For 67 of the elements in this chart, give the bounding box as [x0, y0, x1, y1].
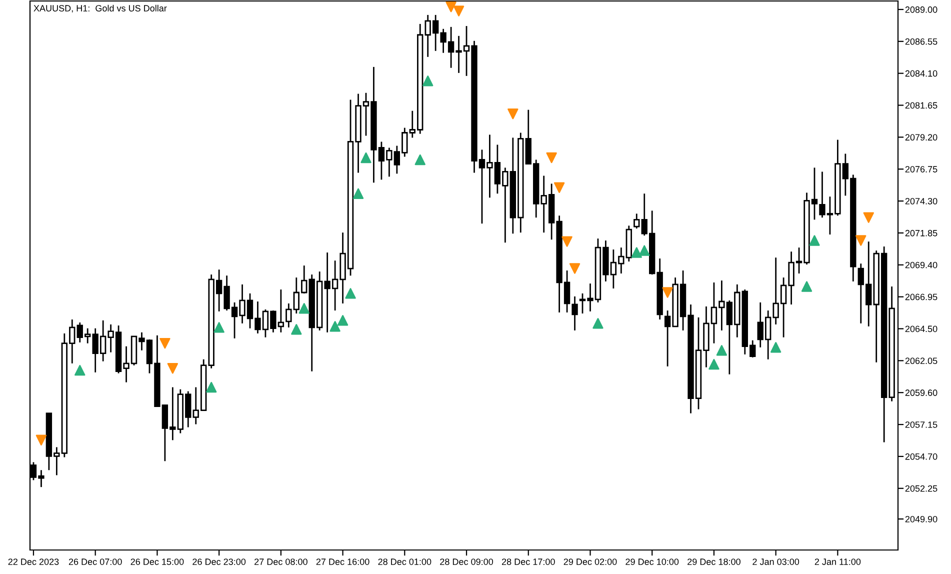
y-tick-label: 2086.55 — [905, 38, 938, 45]
chart-title: XAUUSD, H1: Gold vs US Dollar — [34, 4, 167, 13]
x-tick-label: 2 Jan 11:00 — [814, 558, 861, 565]
point — [160, 338, 170, 349]
y-tick-label: 2049.90 — [905, 516, 938, 522]
point — [291, 324, 302, 335]
point — [631, 247, 642, 258]
x-tick-label: 26 Dec 23:00 — [192, 558, 246, 565]
point — [206, 382, 217, 393]
point — [562, 236, 572, 247]
point — [352, 188, 364, 199]
x-tick-label: 28 Dec 17:00 — [502, 558, 555, 565]
point — [330, 321, 340, 332]
point — [337, 315, 348, 326]
candlestick — [572, 296, 578, 332]
x-tick-label: 28 Dec 01:00 — [378, 558, 432, 565]
x-tick-label: 26 Dec 15:00 — [130, 558, 184, 565]
y-tick-label: 2081.65 — [905, 102, 938, 109]
x-tick-label: 27 Dec 16:00 — [316, 558, 370, 565]
y-tick-label: 2074.30 — [905, 198, 938, 204]
y-tick-label: 2054.70 — [905, 453, 938, 460]
x-tick-label: 26 Dec 07:00 — [68, 558, 122, 565]
x-tick-label: 29 Dec 18:00 — [688, 558, 740, 565]
point — [770, 342, 782, 353]
x-tick-label: 28 Dec 09:00 — [440, 558, 494, 565]
point — [422, 76, 434, 86]
point — [298, 303, 310, 314]
candlestick — [634, 212, 640, 230]
point — [708, 358, 720, 370]
point — [716, 345, 728, 356]
point — [863, 212, 874, 223]
x-tick-label: 29 Dec 10:00 — [626, 558, 679, 565]
point — [569, 263, 580, 274]
point — [809, 235, 820, 246]
point — [214, 322, 224, 333]
point — [446, 2, 456, 12]
point — [453, 6, 464, 16]
y-tick-label: 2084.10 — [905, 70, 938, 77]
point — [639, 245, 650, 256]
y-tick-label: 2066.95 — [905, 294, 938, 300]
point — [360, 152, 372, 164]
point — [345, 288, 356, 299]
y-tick-label: 2057.15 — [905, 421, 938, 428]
point — [167, 362, 178, 374]
point — [508, 108, 518, 120]
y-tick-label: 2069.40 — [905, 262, 938, 268]
point — [36, 434, 47, 446]
y-tick-label: 2076.75 — [905, 166, 938, 172]
y-tick-label: 2062.05 — [905, 358, 938, 364]
y-tick-label: 2064.50 — [905, 326, 938, 332]
y-tick-label: 2059.60 — [905, 390, 938, 396]
point — [554, 182, 565, 193]
y-tick-label: 2071.85 — [905, 230, 938, 236]
x-tick-label: 29 Dec 02:00 — [564, 558, 617, 565]
y-tick-label: 2052.25 — [905, 485, 938, 492]
y-tick-label: 2079.20 — [905, 134, 938, 141]
point — [414, 154, 426, 166]
point — [856, 235, 866, 246]
point — [546, 152, 557, 164]
y-tick-label: 2089.00 — [905, 6, 938, 13]
point — [74, 364, 86, 376]
point — [662, 287, 673, 298]
x-tick-label: 27 Dec 08:00 — [254, 558, 308, 565]
point — [592, 318, 604, 329]
x-tick-label: 2 Jan 03:00 — [752, 558, 800, 565]
x-tick-label: 22 Dec 2023 — [8, 558, 59, 565]
point — [801, 281, 812, 292]
